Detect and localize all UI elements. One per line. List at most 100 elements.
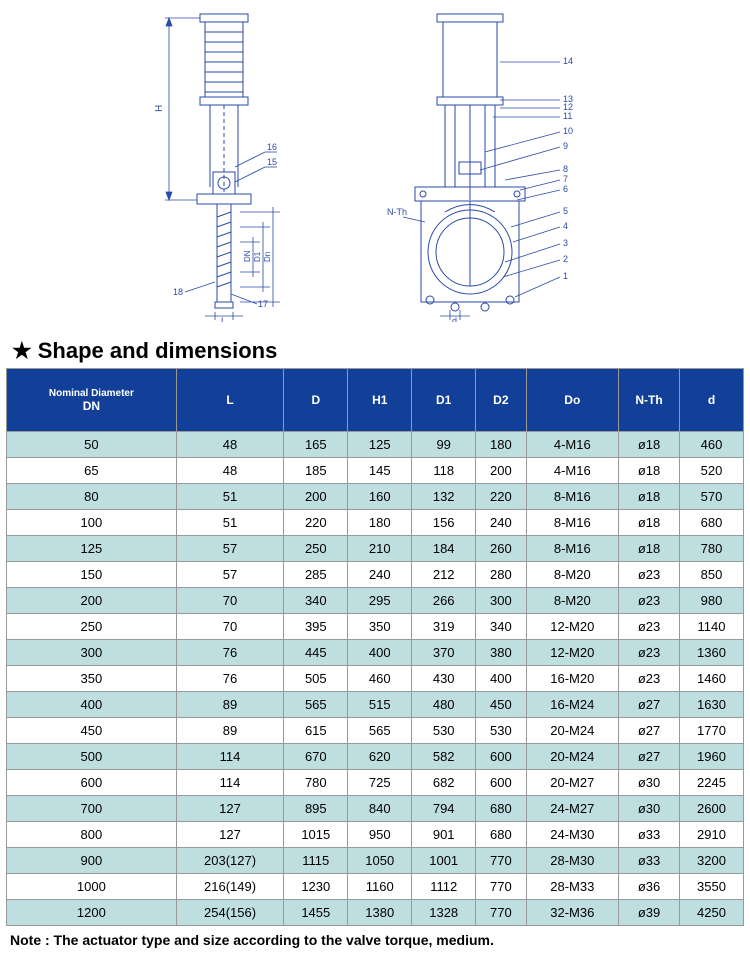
dim-D1-label: D1	[253, 251, 262, 262]
callout-14: 14	[563, 56, 573, 66]
table-cell: 20-M27	[526, 770, 619, 796]
table-cell: 1455	[284, 900, 348, 926]
table-cell: 1770	[680, 718, 744, 744]
table-cell: 4-M16	[526, 458, 619, 484]
table-cell: 118	[412, 458, 476, 484]
table-cell: 445	[284, 640, 348, 666]
table-cell: 680	[476, 796, 526, 822]
table-row: 2507039535031934012-M20ø231140	[7, 614, 744, 640]
table-cell: 520	[680, 458, 744, 484]
table-cell: 132	[412, 484, 476, 510]
table-cell: 240	[476, 510, 526, 536]
callout-11: 11	[563, 111, 572, 121]
table-cell: 570	[680, 484, 744, 510]
table-row: 70012789584079468024-M27ø302600	[7, 796, 744, 822]
table-row: 900203(127)11151050100177028-M30ø333200	[7, 848, 744, 874]
table-cell: 780	[284, 770, 348, 796]
table-cell: ø23	[619, 666, 680, 692]
table-cell: 370	[412, 640, 476, 666]
table-cell: 430	[412, 666, 476, 692]
table-cell: 28-M30	[526, 848, 619, 874]
table-cell: 565	[348, 718, 412, 744]
table-cell: 180	[348, 510, 412, 536]
table-header-cell: D	[284, 369, 348, 432]
table-cell: ø23	[619, 588, 680, 614]
table-row: 1000216(149)12301160111277028-M33ø363550	[7, 874, 744, 900]
table-cell: 32-M36	[526, 900, 619, 926]
table-cell: 8-M20	[526, 588, 619, 614]
table-cell: 156	[412, 510, 476, 536]
table-cell: 1000	[7, 874, 177, 900]
table-cell: ø39	[619, 900, 680, 926]
section-heading: ★Shape and dimensions	[12, 338, 744, 364]
table-cell: 4-M16	[526, 432, 619, 458]
table-cell: 682	[412, 770, 476, 796]
table-cell: 800	[7, 822, 177, 848]
table-cell: 212	[412, 562, 476, 588]
table-row: 3007644540037038012-M20ø231360	[7, 640, 744, 666]
table-cell: 615	[284, 718, 348, 744]
table-cell: 184	[412, 536, 476, 562]
callout-2: 2	[563, 254, 568, 264]
table-cell: ø18	[619, 510, 680, 536]
table-row: 4008956551548045016-M24ø271630	[7, 692, 744, 718]
table-cell: 500	[7, 744, 177, 770]
table-cell: 770	[476, 848, 526, 874]
callout-6: 6	[563, 184, 568, 194]
table-cell: 8-M16	[526, 536, 619, 562]
table-cell: 1460	[680, 666, 744, 692]
callout-7: 7	[563, 174, 568, 184]
table-cell: 2245	[680, 770, 744, 796]
table-cell: 2600	[680, 796, 744, 822]
table-cell: 266	[412, 588, 476, 614]
table-cell: 8-M16	[526, 510, 619, 536]
table-header-cell: D1	[412, 369, 476, 432]
table-row: 65481851451182004-M16ø18520	[7, 458, 744, 484]
table-row: 3507650546043040016-M20ø231460	[7, 666, 744, 692]
table-cell: ø30	[619, 770, 680, 796]
table-cell: 150	[7, 562, 177, 588]
table-cell: 530	[412, 718, 476, 744]
table-cell: 725	[348, 770, 412, 796]
table-cell: 125	[348, 432, 412, 458]
table-cell: 770	[476, 900, 526, 926]
table-cell: 48	[176, 432, 284, 458]
dimensions-table: Nominal DiameterDNLDH1D1D2DoN-Thd 504816…	[6, 368, 744, 926]
table-cell: 900	[7, 848, 177, 874]
table-cell: 530	[476, 718, 526, 744]
table-cell: 582	[412, 744, 476, 770]
table-cell: 670	[284, 744, 348, 770]
table-cell: 350	[348, 614, 412, 640]
callout-17: 17	[258, 299, 268, 309]
table-cell: ø27	[619, 692, 680, 718]
table-cell: 3200	[680, 848, 744, 874]
table-cell: 700	[7, 796, 177, 822]
callout-8: 8	[563, 164, 568, 174]
table-cell: 114	[176, 770, 284, 796]
table-header-cell: L	[176, 369, 284, 432]
table-cell: 180	[476, 432, 526, 458]
table-cell: 89	[176, 718, 284, 744]
table-cell: 285	[284, 562, 348, 588]
table-row: 100512201801562408-M16ø18680	[7, 510, 744, 536]
table-cell: 680	[680, 510, 744, 536]
table-cell: 600	[7, 770, 177, 796]
dim-H-label: H	[154, 105, 165, 112]
table-cell: 114	[176, 744, 284, 770]
table-cell: 505	[284, 666, 348, 692]
table-cell: 780	[680, 536, 744, 562]
table-cell: 20-M24	[526, 718, 619, 744]
table-cell: ø27	[619, 744, 680, 770]
table-cell: 145	[348, 458, 412, 484]
table-cell: ø18	[619, 458, 680, 484]
dim-DN-label: DN	[243, 250, 252, 262]
table-row: 5048165125991804-M16ø18460	[7, 432, 744, 458]
table-cell: 400	[348, 640, 412, 666]
table-cell: 1328	[412, 900, 476, 926]
table-cell: 280	[476, 562, 526, 588]
table-cell: 1200	[7, 900, 177, 926]
technical-diagrams: H 16 15 DN D1 Dn L 17 18	[6, 6, 744, 332]
table-row: 4508961556553053020-M24ø271770	[7, 718, 744, 744]
table-cell: 1001	[412, 848, 476, 874]
table-cell: 770	[476, 874, 526, 900]
